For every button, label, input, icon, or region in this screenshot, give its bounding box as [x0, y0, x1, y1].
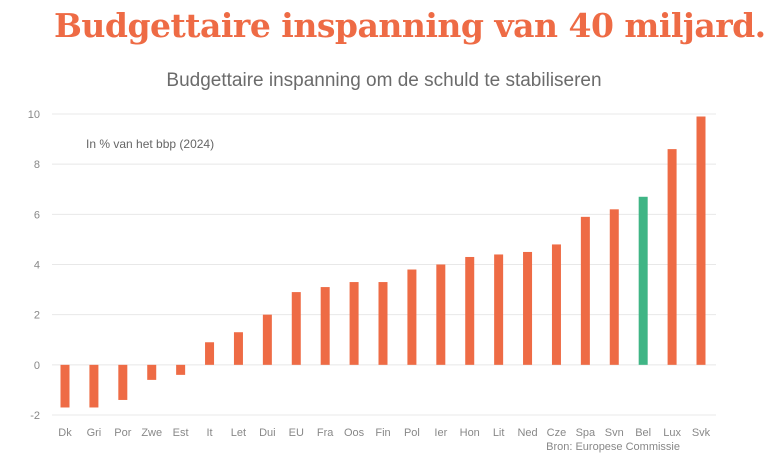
- bar-svk: [696, 116, 706, 365]
- x-tick-label: Spa: [576, 427, 596, 439]
- y-tick-label: 6: [34, 209, 40, 221]
- x-tick-label: Ned: [517, 427, 537, 439]
- y-tick-label: 4: [34, 260, 40, 272]
- y-tick-label: 10: [28, 109, 40, 121]
- x-tick-label: Est: [173, 427, 189, 439]
- y-tick-label: 8: [34, 159, 40, 171]
- x-tick-label: Svk: [692, 427, 711, 439]
- bar-bel: [638, 196, 648, 365]
- bar-it: [205, 342, 215, 365]
- chart-title: Budgettaire inspanning om de schuld te s…: [166, 70, 602, 91]
- bar-ned: [523, 251, 533, 365]
- bar-pol: [407, 269, 417, 365]
- source-note: Bron: Europese Commissie: [546, 441, 680, 453]
- y-tick-label: 0: [34, 360, 40, 372]
- x-tick-label: Let: [231, 427, 246, 439]
- unit-label: In % van het bbp (2024): [86, 137, 214, 151]
- bar-gri: [89, 364, 99, 408]
- bar-est: [176, 364, 186, 375]
- x-tick-label: Dk: [58, 427, 72, 439]
- bar-hon: [465, 256, 475, 365]
- bar-fra: [320, 287, 330, 365]
- bar-lux: [667, 149, 677, 365]
- bar-spa: [580, 216, 590, 365]
- x-axis-labels: Dk Gri Por Zwe Est It Let Dui EU Fra Oos Fin Pol Ier H…: [58, 427, 710, 439]
- y-tick-label: 2: [34, 310, 40, 322]
- bar-ier: [436, 264, 446, 365]
- x-tick-label: Lit: [493, 427, 505, 439]
- x-tick-label: Pol: [404, 427, 420, 439]
- bar-cze: [551, 244, 561, 365]
- bar-zwe: [147, 364, 157, 380]
- x-tick-label: Fra: [317, 427, 334, 439]
- headline: Budgettaire inspanning van 40 miljard...: [54, 6, 768, 45]
- x-tick-label: Svn: [605, 427, 624, 439]
- bars: [60, 116, 706, 408]
- bar-let: [233, 332, 243, 365]
- y-tick-label: -2: [30, 410, 40, 422]
- x-tick-label: Cze: [547, 427, 567, 439]
- x-tick-label: Oos: [344, 427, 365, 439]
- bar-fin: [378, 282, 388, 365]
- x-tick-label: Hon: [460, 427, 480, 439]
- bar-lit: [494, 254, 504, 365]
- x-tick-label: Ier: [434, 427, 447, 439]
- bar-dui: [262, 314, 272, 365]
- x-tick-label: Dui: [259, 427, 276, 439]
- x-tick-label: Gri: [87, 427, 102, 439]
- bar-eu: [291, 292, 301, 365]
- y-axis-ticks: -2 0 2 4 6 8 10: [28, 109, 40, 422]
- x-tick-label: Fin: [375, 427, 390, 439]
- bar-por: [118, 364, 128, 400]
- grid-lines: [52, 113, 716, 416]
- bar-oos: [349, 282, 359, 365]
- bar-dk: [60, 364, 70, 408]
- x-tick-label: It: [206, 427, 212, 439]
- x-tick-label: EU: [289, 427, 304, 439]
- bar-svn: [609, 209, 619, 365]
- x-tick-label: Bel: [635, 427, 651, 439]
- x-tick-label: Por: [114, 427, 131, 439]
- x-tick-label: Lux: [663, 427, 681, 439]
- x-tick-label: Zwe: [141, 427, 162, 439]
